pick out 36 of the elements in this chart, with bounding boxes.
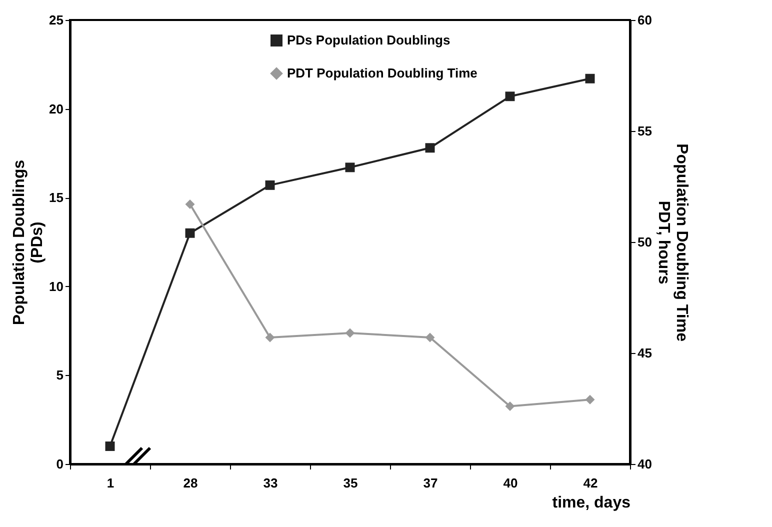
- x-axis-title: time, days: [552, 494, 631, 512]
- y2-tick-label: 55: [638, 124, 652, 138]
- x-tick-label: 33: [263, 476, 278, 490]
- point: [265, 180, 275, 190]
- y-tick-label: 15: [49, 190, 64, 206]
- y-axis-title: Population Doublings (PDs): [11, 160, 46, 326]
- y2-axis-title: Population Doubling Time PDT, hours: [654, 144, 690, 342]
- y2-tick-label: 45: [638, 346, 652, 360]
- point: [585, 394, 595, 404]
- point: [265, 332, 275, 342]
- y-tick-label: 25: [49, 12, 64, 28]
- point: [425, 332, 435, 342]
- y-tick-label: 5: [56, 368, 64, 383]
- point: [585, 74, 595, 84]
- legend-label: PDT Population Doubling Time: [287, 66, 478, 80]
- point: [345, 328, 355, 338]
- y2-tick-label: 60: [638, 12, 652, 28]
- x-tick-label: 35: [343, 476, 358, 490]
- x-tick-label: 40: [503, 476, 518, 490]
- point: [505, 92, 515, 102]
- y-tick-label: 0: [56, 456, 64, 472]
- y2-tick-label: 40: [638, 456, 652, 472]
- x-tick-label: 42: [583, 476, 598, 490]
- point: [425, 143, 435, 153]
- point: [505, 402, 515, 412]
- point: [185, 200, 195, 210]
- point: [105, 441, 115, 451]
- y2-tick-label: 50: [638, 234, 652, 250]
- y-tick-label: 10: [49, 278, 64, 294]
- x-tick-label: 28: [183, 476, 198, 490]
- legend-label: PDs Population Doublings: [287, 32, 450, 48]
- x-tick-label: 37: [423, 476, 438, 490]
- y-tick-label: 20: [49, 101, 64, 116]
- x-tick-label: 1: [106, 476, 114, 490]
- point: [345, 162, 355, 172]
- point: [185, 228, 195, 238]
